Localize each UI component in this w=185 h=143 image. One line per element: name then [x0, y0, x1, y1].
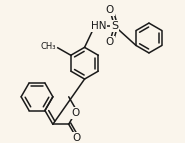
Text: O: O — [72, 108, 80, 118]
Text: HN: HN — [91, 21, 106, 31]
Text: O: O — [73, 133, 81, 143]
Text: S: S — [111, 21, 118, 31]
Text: O: O — [106, 5, 114, 15]
Text: O: O — [106, 37, 114, 47]
Text: CH₃: CH₃ — [40, 42, 56, 51]
